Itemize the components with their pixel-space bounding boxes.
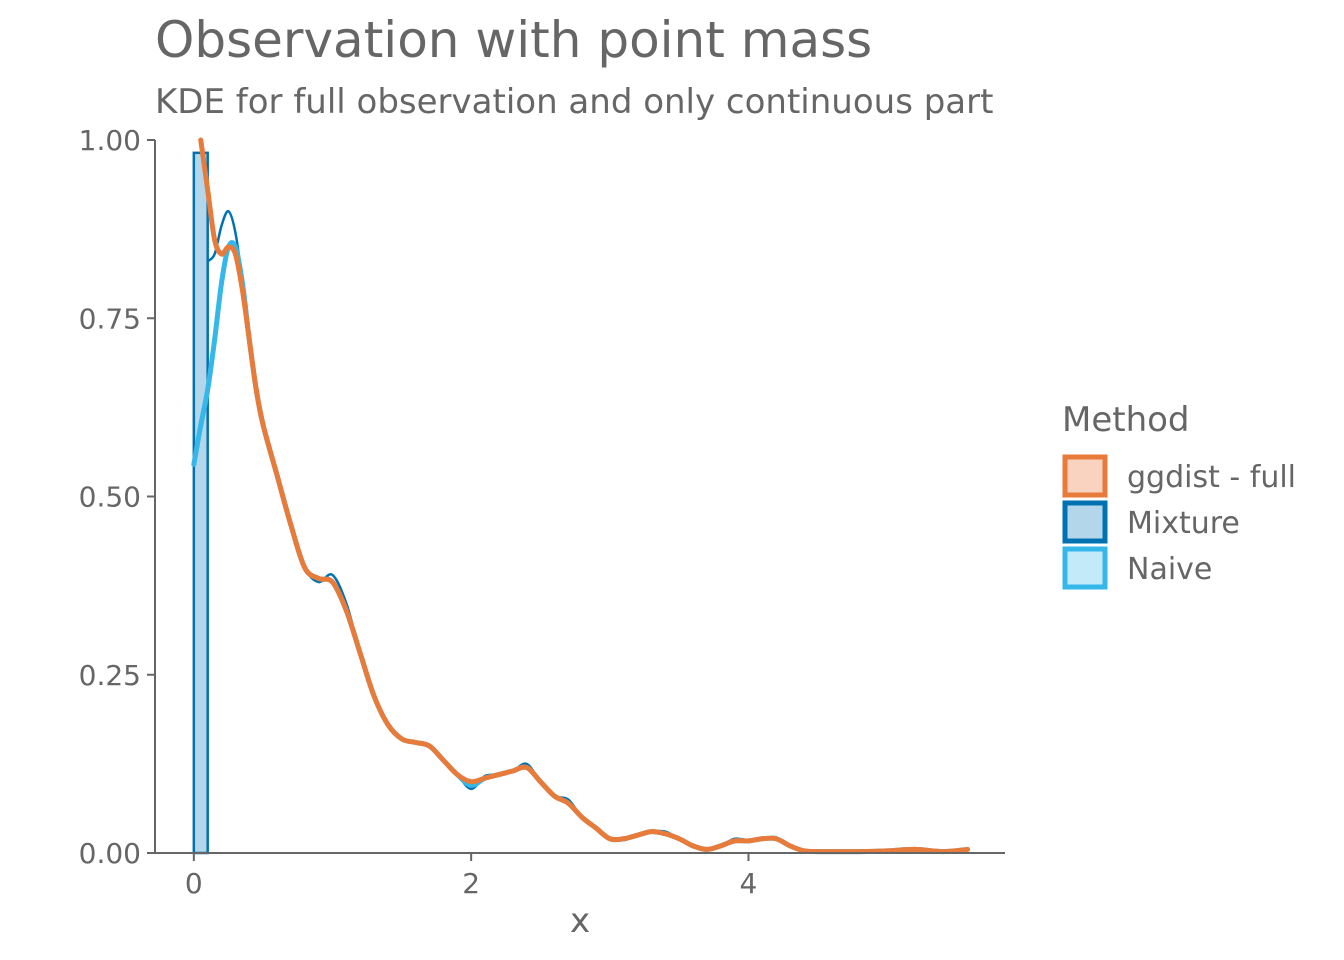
legend-key <box>1062 454 1108 498</box>
legend-key <box>1062 500 1108 544</box>
y-tick-label: 0.00 <box>79 837 141 870</box>
legend-label: ggdist - full <box>1127 460 1296 495</box>
density-line-naive <box>191 240 971 855</box>
point-mass-layer <box>192 151 209 855</box>
density-series-layer <box>191 137 971 855</box>
x-tick-label: 4 <box>740 867 758 900</box>
legend-key <box>1062 546 1108 590</box>
y-tick-label: 0.75 <box>79 302 141 335</box>
chart-title: Observation with point mass <box>155 11 872 69</box>
x-axis-ticks: 0 2 4 <box>185 853 757 900</box>
y-tick-label: 0.25 <box>79 659 141 692</box>
y-axis-ticks: 0.00 0.25 0.50 0.75 1.00 <box>79 124 155 870</box>
y-tick-label: 1.00 <box>79 124 141 157</box>
x-tick-label: 0 <box>185 867 203 900</box>
legend-entries: ggdist - full Mixture Naive <box>1062 454 1296 590</box>
density-line-ggdist-full <box>198 137 971 855</box>
plot-area <box>191 137 971 855</box>
legend: Method ggdist - full Mixture Naive <box>1062 400 1296 590</box>
density-line-mixture <box>206 210 969 853</box>
y-tick-label: 0.50 <box>79 481 141 514</box>
x-axis-title: x <box>570 901 590 941</box>
x-tick-label: 2 <box>462 867 480 900</box>
legend-title: Method <box>1062 400 1190 440</box>
legend-label: Mixture <box>1127 506 1240 541</box>
legend-label: Naive <box>1127 552 1212 587</box>
chart-subtitle: KDE for full observation and only contin… <box>155 82 993 122</box>
point-mass-bar <box>192 151 209 855</box>
